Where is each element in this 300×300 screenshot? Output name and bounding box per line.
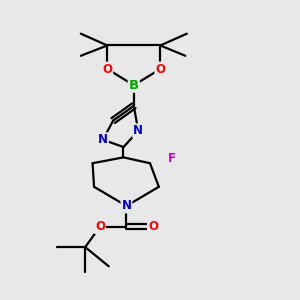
Text: N: N — [98, 133, 108, 146]
Text: O: O — [155, 62, 165, 76]
Text: O: O — [102, 62, 112, 76]
Text: N: N — [122, 200, 131, 212]
Text: O: O — [148, 220, 158, 233]
Text: O: O — [95, 220, 105, 233]
Text: B: B — [129, 79, 139, 92]
Text: F: F — [168, 152, 176, 165]
Text: N: N — [133, 124, 143, 137]
